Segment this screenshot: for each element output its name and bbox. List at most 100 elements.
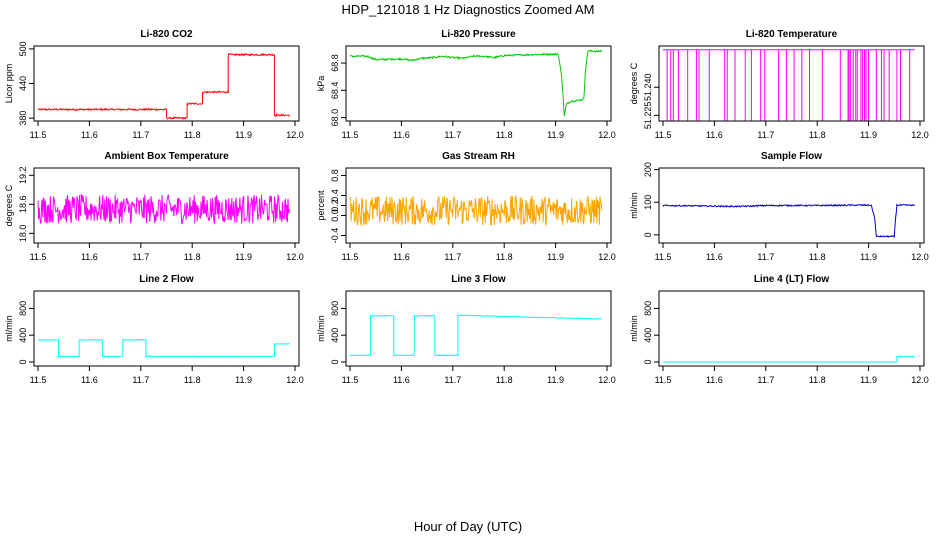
x-tick-label: 11.9 [547, 252, 564, 262]
x-tick-label: 11.9 [860, 375, 877, 385]
series-line [662, 203, 915, 239]
y-tick-label: 800 [18, 301, 28, 316]
x-tick-label: 11.5 [30, 252, 47, 262]
x-tick-label: 11.6 [706, 252, 723, 262]
x-tick-label: 11.6 [81, 130, 98, 140]
y-tick-label: 400 [18, 328, 28, 343]
x-tick-label: 11.6 [393, 375, 410, 385]
plot-frame [658, 290, 925, 367]
panel-title: Sample Flow [761, 151, 822, 162]
y-axis-label: ml/min [316, 315, 326, 342]
series-line [349, 314, 603, 357]
x-tick-label: 11.9 [235, 130, 252, 140]
x-tick-label: 11.8 [496, 130, 513, 140]
panel-1: Li-820 Pressure 11.5 11.6 11.7 11.8 11.9 12.0 6… [316, 29, 616, 140]
x-tick-label: 12.0 [598, 252, 616, 262]
panels: Li-820 CO2 11.5 11.6 11.7 11.8 11.9 12.0 380 440… [4, 29, 929, 385]
x-tick-label: 12.0 [286, 375, 304, 385]
y-tick-label: 400 [643, 328, 653, 343]
x-tick-label: 12.0 [911, 375, 929, 385]
x-tick-label: 11.6 [81, 252, 98, 262]
plot-frame [658, 45, 925, 122]
plot-frame [658, 167, 925, 244]
x-tick-label: 12.0 [911, 130, 929, 140]
x-tick-label: 11.5 [342, 130, 359, 140]
series-line [37, 339, 291, 358]
panel-title: Li-820 Pressure [441, 29, 516, 40]
panel-6: Line 2 Flow 11.5 11.6 11.7 11.8 11.9 12.0 0 400 8… [4, 274, 304, 385]
x-tick-label: 11.7 [757, 375, 774, 385]
plot-frame [33, 290, 300, 367]
series-line [349, 49, 603, 117]
y-tick-label: 500 [18, 41, 28, 56]
series-line [37, 193, 291, 225]
y-axis-label: degrees C [629, 62, 639, 104]
y-tick-label: 68.0 [330, 109, 340, 127]
x-tick-label: 11.9 [235, 375, 252, 385]
x-tick-label: 11.9 [860, 252, 877, 262]
plot-frame [33, 167, 300, 244]
x-tick-label: 11.9 [547, 375, 564, 385]
x-tick-label: 11.7 [444, 130, 461, 140]
x-tick-label: 11.9 [547, 130, 564, 140]
panel-2: Li-820 Temperature 11.5 11.6 11.7 11.8 11.9 12… [629, 29, 929, 140]
panel-5: Sample Flow 11.5 11.6 11.7 11.8 11.9 12.0 0 100 2… [629, 151, 929, 262]
x-tick-label: 11.5 [655, 252, 672, 262]
x-tick-label: 12.0 [598, 130, 616, 140]
x-tick-label: 11.7 [132, 130, 149, 140]
x-tick-label: 12.0 [286, 252, 304, 262]
panel-3: Ambient Box Temperature 11.5 11.6 11.7 11.8 1… [4, 151, 304, 262]
panel-8: Line 4 (LT) Flow 11.5 11.6 11.7 11.8 11.9 12.0… [629, 274, 929, 385]
x-tick-label: 11.6 [706, 130, 723, 140]
series-line [663, 356, 915, 363]
x-tick-label: 11.7 [132, 375, 149, 385]
panel-title: Line 4 (LT) Flow [754, 274, 830, 285]
y-tick-label: 0 [643, 232, 653, 237]
x-tick-label: 11.8 [184, 252, 201, 262]
y-axis-label: kPa [316, 76, 326, 92]
y-tick-label: 800 [643, 301, 653, 316]
x-tick-label: 11.8 [809, 130, 826, 140]
y-tick-label: 0 [643, 359, 653, 364]
x-tick-label: 11.5 [342, 252, 359, 262]
y-tick-label: 0.4 [330, 189, 340, 202]
y-tick-label: 100 [643, 195, 653, 210]
y-tick-label: 18.6 [18, 196, 28, 214]
x-tick-label: 11.6 [393, 252, 410, 262]
y-tick-label: 400 [330, 328, 340, 343]
y-tick-label: 380 [18, 111, 28, 126]
x-tick-label: 11.6 [81, 375, 98, 385]
y-tick-label: 68.4 [330, 82, 340, 100]
y-tick-label: 18.0 [18, 225, 28, 243]
y-tick-label: 68.8 [330, 54, 340, 72]
panel-0: Li-820 CO2 11.5 11.6 11.7 11.8 11.9 12.0 380 440… [4, 29, 304, 140]
y-tick-label: -0.4 [330, 228, 340, 244]
y-tick-label: 0.8 [330, 169, 340, 182]
figure-x-axis-label: Hour of Day (UTC) [414, 519, 522, 534]
x-tick-label: 12.0 [911, 252, 929, 262]
y-tick-label: 800 [330, 301, 340, 316]
x-tick-label: 11.6 [706, 375, 723, 385]
x-tick-label: 11.7 [132, 252, 149, 262]
y-tick-label: 51.240 [643, 73, 653, 101]
panel-title: Li-820 CO2 [140, 29, 193, 40]
x-tick-label: 11.7 [444, 252, 461, 262]
y-tick-label: 440 [18, 76, 28, 91]
x-tick-label: 11.5 [30, 130, 47, 140]
figure-title: HDP_121018 1 Hz Diagnostics Zoomed AM [342, 2, 595, 17]
x-tick-label: 11.8 [184, 130, 201, 140]
y-axis-label: ml/min [4, 315, 14, 342]
x-tick-label: 11.8 [809, 252, 826, 262]
y-tick-label: 0 [18, 359, 28, 364]
panel-4: Gas Stream RH 11.5 11.6 11.7 11.8 11.9 12.0 -0.… [316, 151, 616, 262]
x-tick-label: 11.9 [860, 130, 877, 140]
series-line [37, 52, 291, 120]
x-tick-label: 11.9 [235, 252, 252, 262]
y-axis-label: ml/min [629, 315, 639, 342]
y-axis-label: degrees C [4, 184, 14, 226]
plot-frame [345, 45, 612, 122]
x-tick-label: 11.8 [496, 375, 513, 385]
panel-7: Line 3 Flow 11.5 11.6 11.7 11.8 11.9 12.0 0 400 8… [316, 274, 616, 385]
x-tick-label: 12.0 [598, 375, 616, 385]
panel-title: Line 2 Flow [139, 274, 194, 285]
